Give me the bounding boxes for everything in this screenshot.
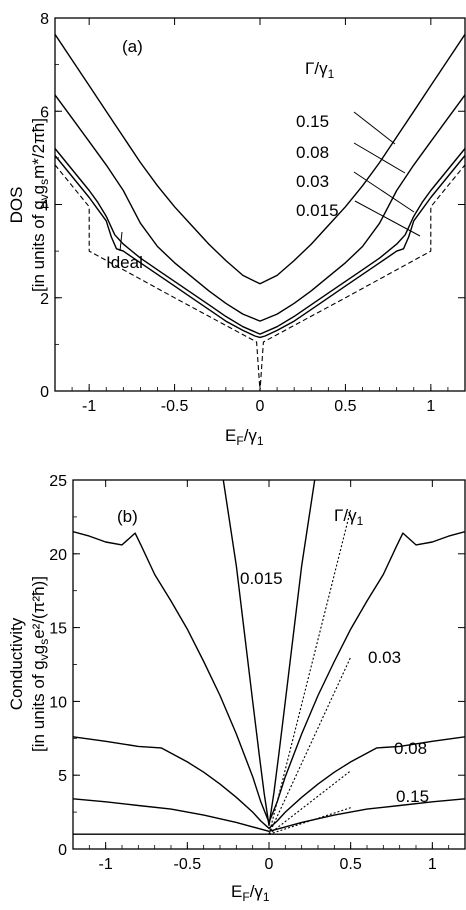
panel-b-ylabel-line2: [in units of gvgse²/(π²ħ)] — [29, 576, 51, 752]
panel-b-label: (b) — [117, 507, 138, 526]
series-b-dotted-0.015 — [268, 509, 352, 835]
label-line-0.08 — [353, 142, 406, 174]
series-a-0.015 — [54, 155, 466, 339]
xtick-label-a-1: -0.5 — [161, 398, 189, 415]
panel-b-xlabel: EF/γ1 — [231, 882, 270, 904]
label-line-0.03 — [353, 171, 415, 213]
ytick-label-a-1: 2 — [40, 291, 49, 308]
xtick-label-b-2: 0 — [265, 856, 274, 873]
ytick-label-b-2: 10 — [49, 694, 67, 711]
series-b-0.015 — [222, 480, 316, 827]
panel-b-series — [73, 480, 465, 835]
ytick-label-a-2: 4 — [40, 198, 49, 215]
ytick-label-b-0: 0 — [58, 842, 67, 859]
panel-a-ticks: -1 -0.5 0 0.5 1 0 2 4 6 8 — [40, 11, 466, 415]
xtick-label-b-0: -1 — [99, 856, 113, 873]
label-line-ideal — [119, 231, 123, 252]
ytick-label-a-3: 6 — [40, 104, 49, 121]
panel-a: -1 -0.5 0 0.5 1 0 2 4 6 8 (a) Γ/γ1 0.15 0.08 0.03… — [7, 11, 466, 448]
panel-a-series — [54, 33, 466, 392]
panel-a-annotations — [119, 111, 421, 252]
series-b-0.08 — [73, 736, 465, 829]
curve-label-0.015: 0.015 — [296, 201, 339, 220]
panel-a-ylabel: DOS [in units of gvgsm*/2πħ] — [7, 118, 51, 292]
ytick-label-b-1: 5 — [58, 768, 67, 785]
panel-a-ylabel-line2: [in units of gvgsm*/2πħ] — [29, 118, 51, 292]
panel-a-xlabel: EF/γ1 — [225, 426, 264, 448]
panel-a-label: (a) — [122, 37, 143, 56]
panel-b-ylabel-line1: Conductivity — [7, 617, 26, 710]
curve-label-b-0.15: 0.15 — [396, 787, 429, 806]
label-line-0.015 — [354, 200, 421, 237]
xtick-label-a-0: -1 — [82, 398, 96, 415]
curve-label-0.15: 0.15 — [296, 112, 329, 131]
xtick-label-b-4: 1 — [428, 856, 437, 873]
panel-b-ylabel: Conductivity [in units of gvgse²/(π²ħ)] — [7, 576, 51, 752]
series-a-0.08 — [54, 94, 466, 322]
ytick-label-a-4: 8 — [40, 11, 49, 28]
curve-label-0.03: 0.03 — [296, 172, 329, 191]
xtick-label-a-4: 1 — [426, 398, 435, 415]
series-b-0.03 — [73, 531, 465, 824]
series-a-0.03 — [54, 148, 466, 335]
label-line-0.15 — [353, 111, 396, 145]
series-a-0.15 — [54, 33, 466, 285]
panel-a-legend-header: Γ/γ1 — [305, 59, 335, 81]
ytick-label-b-4: 20 — [49, 547, 67, 564]
series-b-dotted-0.08 — [268, 770, 352, 835]
series-b-0.15 — [73, 798, 465, 832]
xtick-label-a-2: 0 — [256, 398, 265, 415]
ytick-label-a-0: 0 — [40, 384, 49, 401]
panel-a-ylabel-line1: DOS — [7, 187, 26, 224]
xtick-label-b-1: -0.5 — [174, 856, 202, 873]
series-a-Ideal — [54, 164, 466, 392]
panel-b-legend-header: Γ/γ1 — [334, 506, 364, 528]
curve-label-b-0.03: 0.03 — [368, 648, 401, 667]
curve-label-ideal: Ideal — [106, 253, 143, 272]
xtick-label-a-3: 0.5 — [334, 398, 356, 415]
xtick-label-b-3: 0.5 — [340, 856, 362, 873]
curve-label-b-0.08: 0.08 — [394, 739, 427, 758]
ytick-label-b-3: 15 — [49, 621, 67, 638]
curve-label-0.08: 0.08 — [296, 143, 329, 162]
series-b-dotted-0.03 — [268, 656, 352, 835]
ytick-label-b-5: 25 — [49, 473, 67, 490]
curve-label-b-0.015: 0.015 — [240, 569, 283, 588]
